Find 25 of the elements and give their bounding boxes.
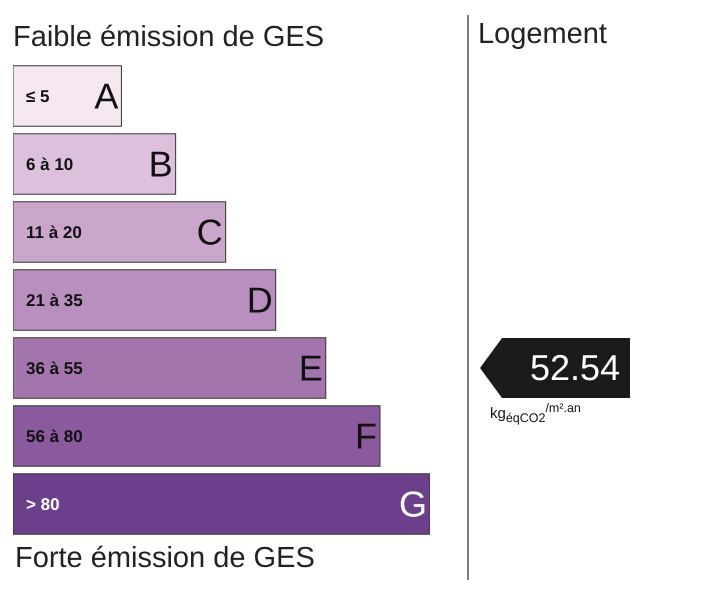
chart-title: Faible émission de GES: [13, 21, 324, 54]
text: 52.54: [530, 346, 620, 390]
y-tick-label: F: [354, 416, 377, 456]
annotation: 36 à 55: [26, 359, 83, 378]
text: Forte émission de GES: [15, 542, 315, 574]
annotation: > 80: [26, 495, 60, 514]
annotation: 6 à 10: [26, 155, 74, 174]
y-tick-label: C: [196, 212, 223, 252]
bar: [13, 65, 122, 127]
bar: [13, 473, 430, 535]
y-tick-label: D: [246, 280, 273, 320]
bar: [13, 405, 380, 467]
annotation: ≤ 5: [26, 87, 50, 106]
bar: [13, 337, 326, 399]
bar: [13, 201, 226, 263]
bar: [13, 133, 176, 195]
annotation: 11 à 20: [26, 223, 82, 242]
y-tick-label: B: [148, 144, 173, 184]
annotation: 21 à 35: [26, 291, 83, 310]
y-tick-label: G: [398, 484, 427, 524]
annotation: 56 à 80: [26, 427, 83, 446]
bar: [13, 269, 276, 331]
y-tick-label: E: [298, 348, 323, 388]
y-tick-label: A: [94, 76, 118, 116]
text: Logement: [478, 18, 607, 51]
